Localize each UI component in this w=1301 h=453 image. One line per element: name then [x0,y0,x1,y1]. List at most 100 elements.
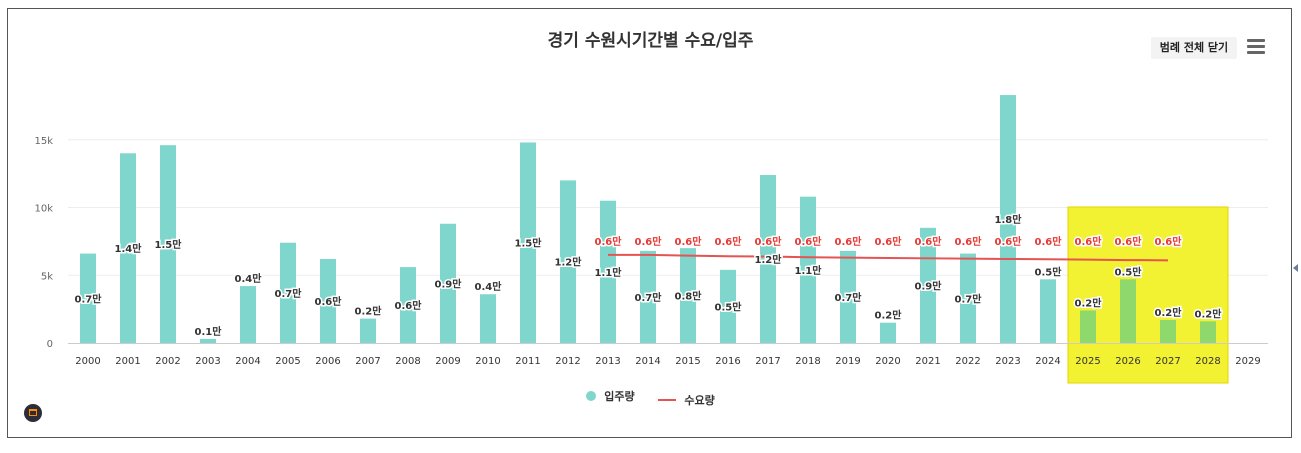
bar-data-label: 0.7만 [75,292,103,305]
line-data-label: 0.6만 [955,235,983,248]
bar-2021 [920,227,936,343]
x-tick-label: 2028 [1195,356,1220,367]
x-tick-label: 2011 [515,356,540,367]
bar-2028 [1200,321,1216,343]
bar-data-label: 1.1만 [795,264,823,277]
x-tick-label: 2017 [755,356,780,367]
bar-2020 [880,322,896,343]
bar-data-label: 1.4만 [115,242,143,255]
bar-2006 [320,258,336,343]
bar-data-label: 0.8만 [675,290,703,303]
demand-line [608,253,1169,262]
bar-data-label: 0.9만 [435,277,463,290]
x-tick-label: 2004 [235,356,260,367]
x-tick-label: 2029 [1235,356,1260,367]
x-tick-label: 2008 [395,356,420,367]
x-tick-label: 2003 [195,356,220,367]
legend-item-bars[interactable]: 입주량 [586,388,635,404]
x-tick-label: 2014 [635,356,660,367]
bar-2018 [800,196,816,343]
bar-data-label: 0.2만 [875,309,903,322]
bar-data-label: 0.7만 [635,291,663,304]
bar-2007 [360,318,376,343]
bar-2016 [720,269,736,343]
bar-data-label: 0.5만 [1115,265,1143,278]
bar-data-label: 0.7만 [955,292,983,305]
bar-data-label: 1.8만 [995,213,1023,226]
x-tick-label: 2015 [675,356,700,367]
legend-label-line: 수요량 [684,394,715,407]
line-data-label: 0.6만 [595,235,623,248]
legend-line-icon [658,399,677,401]
legend-dot-icon [586,391,597,401]
bar-2009 [440,223,456,343]
line-data-label: 0.6만 [675,235,703,248]
x-tick-label: 2013 [595,356,620,367]
bar-2027 [1160,319,1176,343]
bar-2010 [480,294,496,343]
chart-legend: 입주량 수요량 [0,388,1301,408]
bar-2003 [200,338,216,343]
x-tick-label: 2027 [1155,356,1180,367]
bar-2023 [1000,95,1016,343]
legend-toggle-button[interactable]: 범례 전체 닫기 [1151,37,1237,59]
x-tick-label: 2005 [275,356,300,367]
bar-data-label: 0.4만 [235,272,263,285]
x-tick-label: 2009 [435,356,460,367]
x-tick-label: 2001 [115,356,140,367]
line-data-label: 0.6만 [635,235,663,248]
home-logo-icon[interactable] [24,404,42,422]
caret-left-icon[interactable] [1293,264,1298,272]
y-tick-label: 5k [41,271,53,282]
x-tick-label: 2002 [155,356,180,367]
bar-2002 [160,145,176,343]
bar-2001 [120,153,136,343]
bar-2024 [1040,279,1056,343]
bar-2013 [600,200,616,343]
line-data-label: 0.6만 [1035,235,1063,248]
bar-2022 [960,253,976,343]
bar-data-label: 0.4만 [475,280,503,293]
x-tick-label: 2012 [555,356,580,367]
line-data-label: 0.6만 [1075,235,1103,248]
bar-2014 [640,250,656,343]
x-tick-label: 2016 [715,356,740,367]
bar-2017 [760,174,776,343]
bar-data-label: 1.5만 [515,237,543,250]
bar-data-label: 0.2만 [1155,306,1183,319]
bar-data-label: 0.6만 [395,299,423,312]
bar-data-label: 0.7만 [835,291,863,304]
line-data-label: 0.6만 [715,235,743,248]
bar-2026 [1120,279,1136,343]
bar-2005 [280,242,296,343]
x-tick-label: 2018 [795,356,820,367]
line-data-label: 0.6만 [915,235,943,248]
line-data-label: 0.6만 [1155,235,1183,248]
hamburger-menu-icon[interactable] [1247,39,1265,54]
line-data-label: 0.6만 [1115,235,1143,248]
x-tick-label: 2020 [875,356,900,367]
bar-data-label: 0.5만 [1035,265,1063,278]
bar-data-label: 0.2만 [1195,307,1223,320]
bar-data-label: 1.2만 [755,253,783,266]
line-data-label: 0.6만 [755,235,783,248]
bar-data-label: 0.1만 [195,325,223,338]
x-tick-label: 2010 [475,356,500,367]
chart-title: 경기 수원시기간별 수요/입주 [547,31,754,51]
x-tick-label: 2026 [1115,356,1140,367]
bar-data-label: 0.2만 [355,305,383,318]
x-tick-label: 2007 [355,356,380,367]
bar-2015 [680,248,696,343]
x-tick-label: 2025 [1075,356,1100,367]
line-data-label: 0.6만 [835,235,863,248]
x-tick-label: 2023 [995,356,1020,367]
x-tick-label: 2019 [835,356,860,367]
legend-item-line[interactable]: 수요량 [658,392,715,408]
x-tick-label: 2006 [315,356,340,367]
y-tick-label: 15k [34,136,53,147]
x-tick-label: 2022 [955,356,980,367]
forecast-highlight-box [1067,206,1229,384]
y-tick-label: 0 [47,339,53,350]
bar-data-label: 0.6만 [315,295,343,308]
